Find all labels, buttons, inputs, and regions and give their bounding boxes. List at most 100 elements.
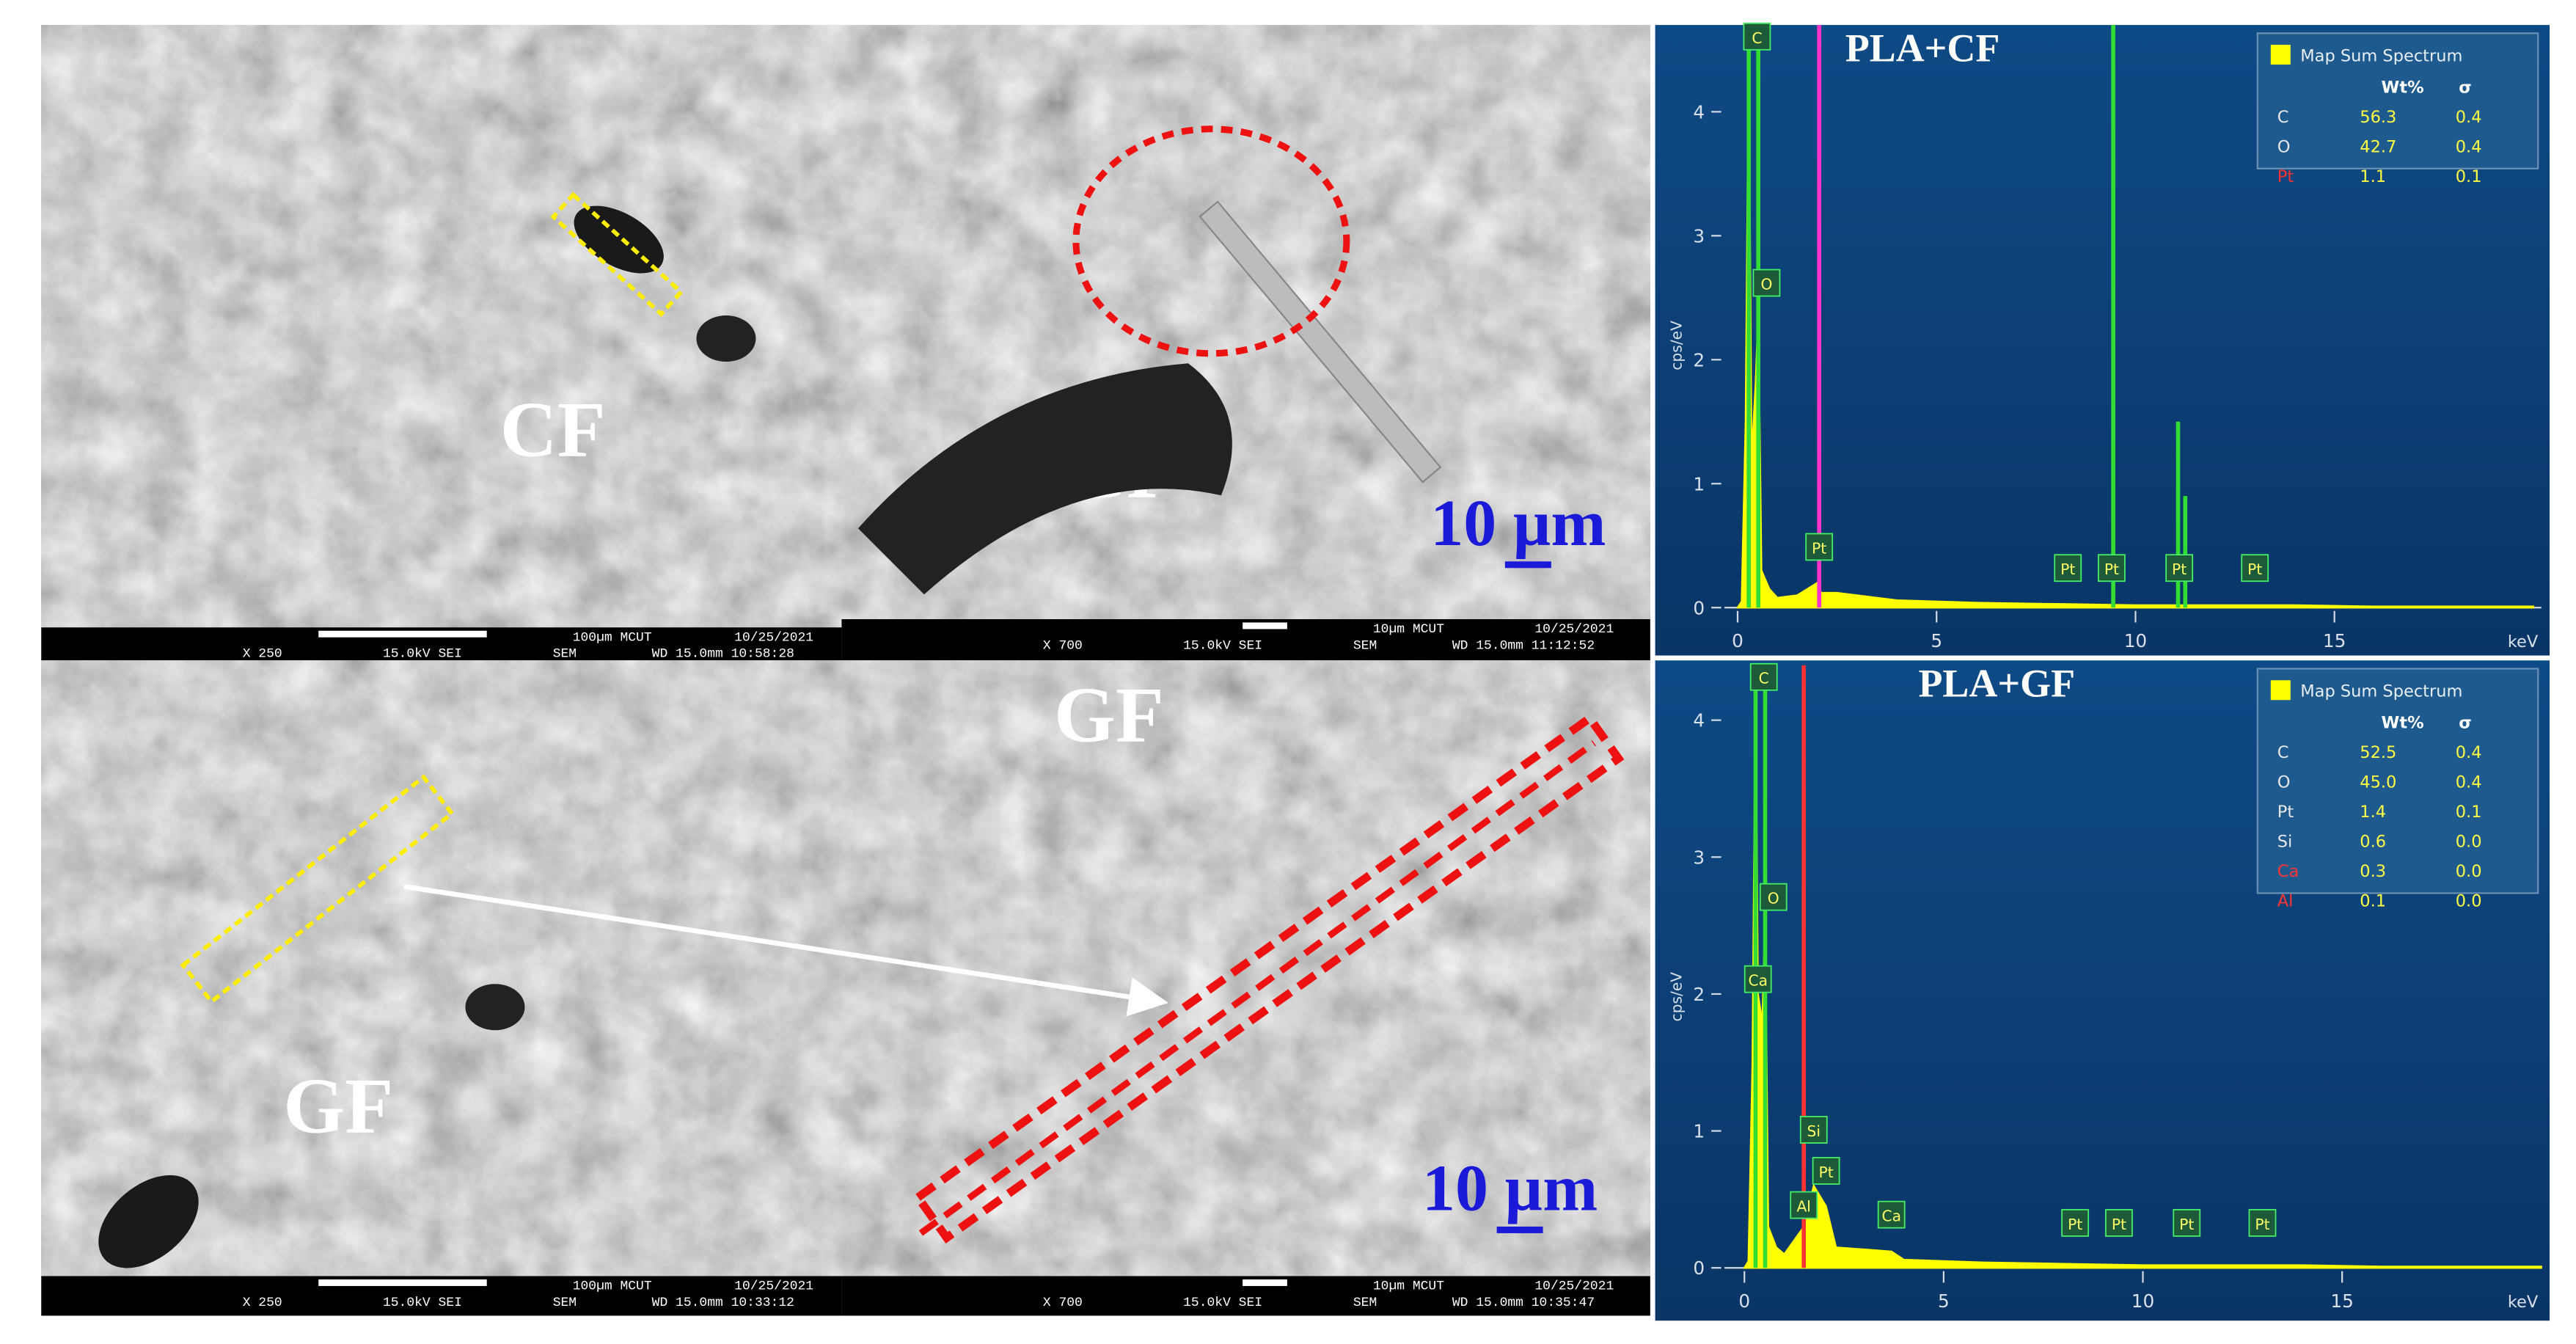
yellow-box [550,191,684,318]
sem-mode: SEM [1353,639,1377,654]
sem-kv: 15.0kV SEI [1183,639,1262,654]
sample-label: GF [283,1063,393,1150]
peak-tag-box [1759,883,1788,911]
legend-wt: 0.3 [2360,862,2386,881]
legend-swatch [2270,45,2291,65]
sem-scale: 10µm MCUT [1373,622,1444,637]
red-box [912,712,1625,1243]
y-tick-label: 0 [1693,597,1705,618]
legend-element: O [2277,773,2291,792]
y-tick-label: 0 [1693,1257,1705,1279]
legend-sigma: 0.4 [2456,108,2482,127]
peak-tag: Pt [1812,1157,1840,1185]
sem-kv: 15.0kV SEI [1183,1296,1262,1310]
sem-image [41,660,842,1277]
sem-mag: X 250 [243,647,282,662]
x-tick-label: 0 [1738,1290,1750,1312]
spectrum-title: PLA+GF [1918,662,2075,706]
legend-title: Map Sum Spectrum [2300,47,2462,66]
legend-wt: 1.4 [2360,803,2386,822]
legend-header: Wt% [2382,78,2424,97]
legend-element: Si [2277,832,2293,851]
legend-sigma: 0.1 [2456,803,2482,822]
peak-tag: Pt [2173,1208,2201,1237]
y-tick-label: 4 [1693,710,1705,731]
peak-tag: Si [1799,1116,1828,1144]
peak-tag: Pt [2248,1208,2277,1237]
legend-wt: 0.6 [2360,832,2386,851]
peak-tag-label: O [1760,276,1772,293]
yellow-box [180,774,455,1005]
legend-sigma: 0.0 [2456,832,2482,851]
x-tick-label: 5 [1938,1290,1950,1312]
sem-wd: WD 15.0mm 11:12:52 [1452,639,1595,654]
peak-tag-label: O [1768,890,1779,907]
sem-mag: X 250 [243,1296,282,1310]
sample-label: GF [1054,672,1164,759]
sem-scale: 10µm MCUT [1373,1279,1444,1293]
x-axis-label: keV [2508,632,2539,651]
peak-tag-label: C [1752,29,1762,47]
sem-kv: 15.0kV SEI [383,1296,462,1310]
legend-box [2256,32,2539,169]
sem-scale-bar [1243,1279,1287,1286]
hole [574,205,664,274]
legend-wt: 52.5 [2360,743,2396,762]
sem-kv: 15.0kV SEI [383,647,462,662]
legend-sigma: 0.4 [2456,743,2482,762]
legend-swatch [2270,680,2291,701]
y-tick-label: 3 [1693,847,1705,868]
peak-tag-label: Pt [2255,1216,2269,1233]
scale-label: 10 µm [1422,1152,1598,1224]
sem-wd: WD 15.0mm 10:35:47 [1452,1296,1595,1310]
peak-tag-box [1743,22,1771,51]
y-tick-label: 1 [1693,473,1705,494]
legend-sigma: 0.1 [2456,167,2482,186]
x-tick-label: 10 [2124,630,2147,651]
peak-tag: Al [1790,1191,1818,1219]
red-circle [1072,125,1350,357]
spectrum [1743,679,2542,1269]
peak-tag-box [1877,1200,1906,1229]
hole [465,984,525,1031]
legend-element: C [2277,743,2289,762]
peak-tag: Pt [2054,554,2082,582]
peak-tag: Pt [2061,1208,2090,1237]
red-divider [918,740,1596,1236]
sem-date: 10/25/2021 [1534,622,1614,637]
sem-wd: WD 15.0mm 10:33:12 [652,1296,794,1310]
peak-tag-label: Pt [2060,560,2075,578]
y-axis-label: cps/eV [1668,321,1686,370]
peak-tag: C [1749,662,1778,691]
peak-tag-box [2054,554,2082,582]
peak-tag: O [1752,269,1781,297]
sem-date: 10/25/2021 [1534,1279,1614,1293]
x-axis-label: keV [2508,1293,2539,1312]
hole [696,315,756,362]
legend-title: Map Sum Spectrum [2300,682,2462,701]
peak-tag-box [2248,1208,2277,1237]
peak-tag-box [1743,965,1772,993]
peak-tag-label: Si [1807,1122,1821,1140]
legend-sigma: 0.0 [2456,862,2482,881]
x-tick-label: 10 [2132,1290,2154,1312]
peak-tag-box [2173,1208,2201,1237]
peak-tag-box [2061,1208,2090,1237]
peak-tag: Ca [1877,1200,1906,1229]
peak-tag-box [2165,554,2194,582]
sem-scale-bar [318,1279,487,1286]
peak-tag-label: Pt [2112,1216,2126,1233]
sem-scale-bar [1243,622,1287,629]
arrow [403,884,1168,1017]
peak-tag: Pt [2241,554,2269,582]
legend-sigma: 0.4 [2456,137,2482,156]
scale-mark [1504,561,1551,569]
peak-tag-box [1790,1191,1818,1219]
legend-wt: 1.1 [2360,167,2386,186]
peak-tag-label: Pt [1819,1164,1834,1181]
peak-tag-label: Pt [2172,560,2187,578]
sem-scale: 100µm MCUT [573,630,652,645]
annotations [98,125,1625,1268]
peak-tag-box [2241,554,2269,582]
